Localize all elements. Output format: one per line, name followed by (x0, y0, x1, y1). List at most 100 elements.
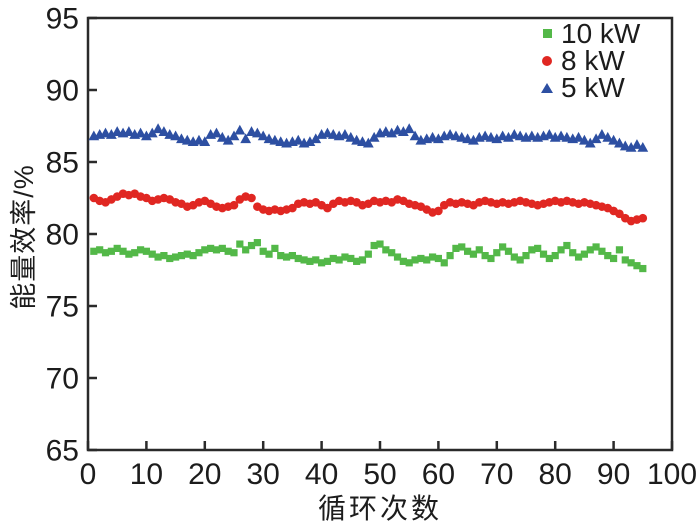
data-point (345, 131, 357, 142)
data-point (545, 254, 553, 263)
data-point (543, 129, 555, 139)
data-point (409, 130, 421, 141)
data-point (125, 250, 133, 258)
legend-item-5kw: 5 kW (540, 72, 640, 103)
data-point (207, 244, 215, 252)
data-point (376, 240, 384, 248)
y-tick-label: 70 (46, 363, 79, 396)
data-point (557, 246, 565, 254)
legend-label: 5 kW (561, 72, 625, 103)
data-point (608, 134, 619, 145)
x-axis-label: 循环次数 (317, 493, 442, 524)
legend: 10 kW 8 kW 5 kW (540, 20, 640, 103)
data-point (123, 126, 135, 136)
legend-item-10kw: 10 kW (540, 20, 640, 48)
data-point (504, 247, 513, 255)
data-point (96, 246, 104, 254)
data-point (160, 252, 168, 260)
data-point (590, 133, 602, 144)
data-point (393, 253, 402, 261)
y-tick-label: 85 (46, 147, 79, 180)
data-point (468, 134, 479, 145)
x-tick-label: 10 (130, 458, 163, 491)
data-point (446, 252, 454, 260)
legend-marker-box (540, 55, 554, 66)
square-marker-icon (542, 29, 552, 38)
x-tick-label: 20 (188, 458, 221, 491)
x-tick-label: 90 (597, 458, 630, 491)
data-point (113, 244, 121, 252)
data-point (452, 244, 460, 252)
data-point (107, 247, 115, 255)
data-point (236, 240, 244, 248)
data-point (481, 252, 489, 260)
data-point (218, 244, 226, 252)
data-point (362, 137, 374, 148)
data-point (310, 133, 322, 144)
x-tick-label: 50 (363, 458, 396, 491)
data-point (423, 256, 431, 264)
x-tick-label: 40 (305, 458, 338, 491)
data-point (183, 250, 191, 258)
data-point (580, 250, 588, 258)
data-point (579, 134, 590, 145)
x-tick-label: 0 (80, 458, 97, 491)
legend-marker-box (540, 82, 554, 93)
data-point (170, 130, 181, 141)
data-point (625, 142, 637, 152)
x-tick-label: 30 (247, 458, 280, 491)
data-point (105, 129, 117, 139)
data-point (189, 252, 197, 260)
data-point (516, 256, 524, 264)
data-point (335, 256, 343, 264)
data-point (491, 133, 503, 144)
data-point (240, 133, 252, 144)
data-point (224, 247, 232, 255)
data-point (403, 123, 415, 134)
data-point (638, 213, 648, 223)
data-point (353, 257, 361, 265)
data-point (90, 247, 98, 255)
data-point (434, 254, 442, 263)
data-point (247, 193, 256, 203)
data-point (229, 200, 239, 210)
data-point (257, 130, 269, 141)
data-point (417, 254, 425, 263)
data-point (574, 253, 583, 261)
data-point (598, 247, 606, 255)
data-point (397, 126, 409, 136)
data-point (166, 254, 174, 263)
data-point (154, 253, 162, 261)
data-point (341, 253, 349, 261)
y-axis: 65 70 75 80 85 90 95 (46, 3, 97, 468)
data-point (294, 254, 302, 263)
data-point (621, 256, 629, 264)
data-point (136, 246, 145, 254)
data-point (146, 127, 158, 138)
data-point (265, 250, 273, 258)
data-point (503, 131, 514, 142)
series-8-kw (89, 189, 648, 226)
data-point (339, 129, 351, 139)
data-point (382, 246, 390, 254)
data-point (271, 244, 279, 252)
data-point (306, 257, 314, 265)
data-point (464, 247, 472, 255)
data-point (440, 259, 448, 267)
data-point (584, 137, 596, 148)
data-point (528, 246, 536, 254)
data-point (228, 130, 240, 141)
legend-marker-box (540, 29, 554, 38)
data-point (323, 257, 332, 265)
data-point (604, 252, 612, 260)
y-axis-label: 能量效率/% (9, 164, 39, 310)
x-tick-label: 70 (480, 458, 513, 491)
data-point (637, 142, 649, 152)
y-tick-label: 95 (46, 3, 79, 36)
data-point (386, 127, 398, 138)
data-point (101, 249, 110, 257)
data-point (610, 254, 618, 263)
data-point (177, 252, 186, 260)
legend-label: 8 kW (561, 45, 625, 76)
data-point (364, 250, 372, 258)
